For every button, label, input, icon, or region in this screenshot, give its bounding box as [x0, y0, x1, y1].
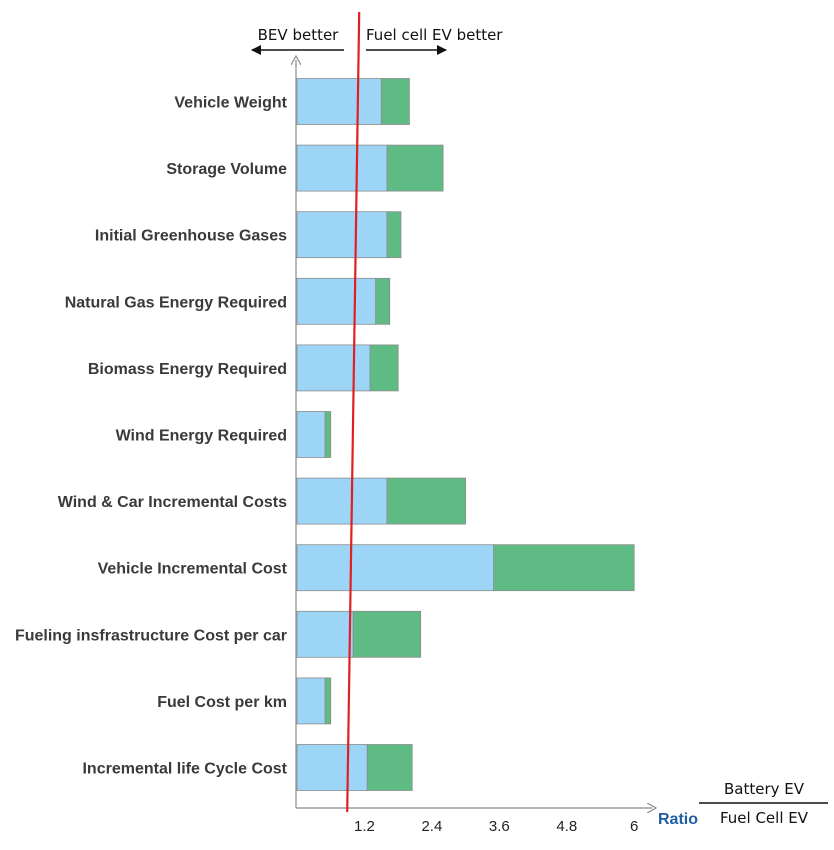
bar-wind-car-incremental-costs-segment-1 [296, 477, 388, 525]
bar-fueling-insfrastructure-cost-per-car-segment-1 [296, 610, 354, 658]
bar-incremental-life-cycle-cost-segment-2 [366, 744, 413, 791]
reference-line [346, 11, 361, 813]
category-label-initial-greenhouse-gases: Initial Greenhouse Gases [95, 228, 287, 245]
bar-vehicle-incremental-cost-segment-1 [296, 544, 495, 592]
category-label-vehicle-incremental-cost: Vehicle Incremental Cost [98, 561, 288, 578]
bar-vehicle-weight-segment-1 [296, 78, 382, 125]
bar-fuel-cost-per-km-segment-2 [324, 677, 332, 725]
fuel-cell-better-label: Fuel cell EV better [366, 26, 503, 44]
bar-fueling-insfrastructure-cost-per-car-segment-2 [352, 610, 422, 658]
category-label-vehicle-weight: Vehicle Weight [174, 95, 287, 112]
bar-wind-car-incremental-costs-segment-2 [386, 477, 467, 525]
category-label-biomass-energy-required: Biomass Energy Required [88, 361, 287, 378]
category-label-fueling-insfrastructure-cost-per-car: Fueling insfrastructure Cost per car [15, 627, 287, 644]
x-tick-label: 1.2 [354, 818, 375, 835]
category-label-storage-volume: Storage Volume [166, 161, 287, 178]
bar-incremental-life-cycle-cost-segment-1 [296, 744, 368, 791]
category-label-incremental-life-cycle-cost: Incremental life Cycle Cost [82, 761, 287, 778]
bar-natural-gas-energy-required-segment-1 [296, 277, 377, 325]
x-tick-label: 3.6 [489, 818, 510, 835]
x-tick-label: 6 [630, 818, 638, 835]
bar-biomass-energy-required-segment-1 [296, 344, 371, 392]
fraction-numerator: Battery EV [724, 780, 805, 798]
bar-vehicle-weight-segment-2 [380, 78, 410, 125]
bars-layer [296, 78, 635, 791]
bar-wind-energy-required-segment-2 [324, 411, 332, 458]
x-ticks: 1.2 2.4 3.6 4.8 6 [354, 818, 638, 835]
bar-biomass-energy-required-segment-2 [369, 344, 399, 392]
bar-fuel-cost-per-km-segment-1 [296, 677, 326, 725]
bar-initial-greenhouse-gases-segment-2 [386, 211, 402, 259]
bar-wind-energy-required-segment-1 [296, 411, 326, 458]
x-tick-label: 4.8 [556, 818, 577, 835]
bar-initial-greenhouse-gases-segment-1 [296, 211, 388, 259]
bar-storage-volume-segment-1 [296, 144, 388, 192]
category-label-wind-car-incremental-costs: Wind & Car Incremental Costs [58, 494, 287, 511]
x-tick-label: 2.4 [421, 818, 442, 835]
fraction-denominator: Fuel Cell EV [720, 809, 809, 827]
category-label-wind-energy-required: Wind Energy Required [116, 428, 287, 445]
bar-storage-volume-segment-2 [386, 144, 444, 192]
bar-vehicle-incremental-cost-segment-2 [493, 544, 635, 592]
x-axis-label: Ratio [658, 811, 698, 828]
category-label-natural-gas-energy-required: Natural Gas Energy Required [65, 294, 287, 311]
bar-natural-gas-energy-required-segment-2 [375, 277, 391, 325]
bev-better-label: BEV better [258, 26, 340, 44]
category-label-fuel-cost-per-km: Fuel Cost per km [157, 694, 287, 711]
category-labels: Vehicle Weight Storage Volume Initial Gree… [15, 95, 288, 778]
